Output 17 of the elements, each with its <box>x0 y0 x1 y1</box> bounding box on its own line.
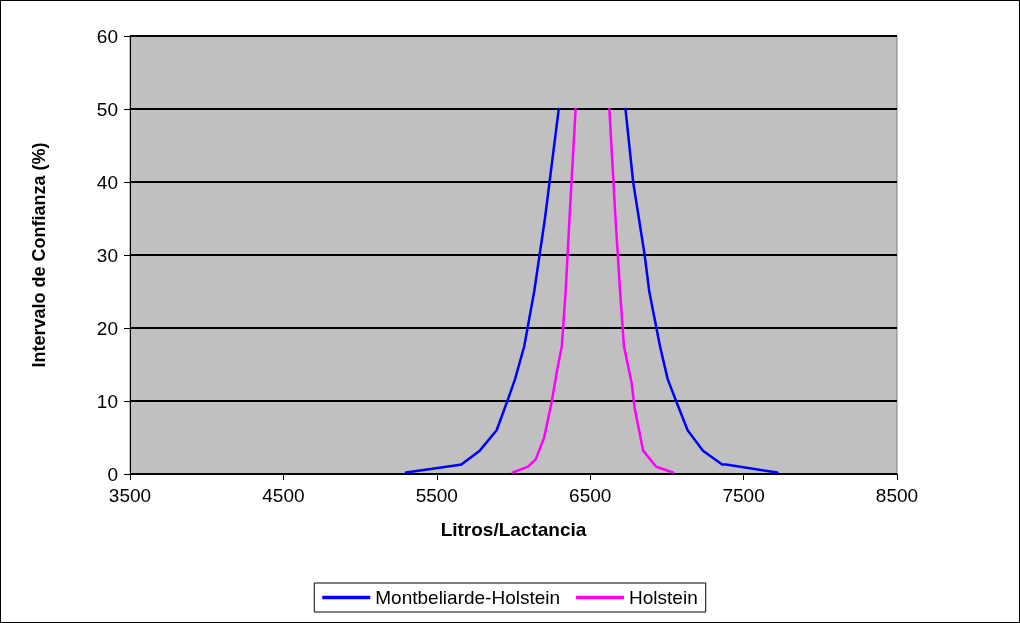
y-tick-label: 50 <box>96 98 118 120</box>
legend-label: Holstein <box>629 587 698 608</box>
y-tick-label: 10 <box>96 390 118 412</box>
x-tick-label: 5500 <box>415 485 458 506</box>
y-tick-label: 40 <box>96 171 118 193</box>
x-tick-label: 4500 <box>262 485 305 506</box>
y-tick-label: 20 <box>96 317 118 339</box>
legend-label: Montbeliarde-Holstein <box>375 587 561 608</box>
x-tick-label: 6500 <box>569 485 612 506</box>
y-tick-label: 60 <box>96 25 118 47</box>
y-tick-label: 0 <box>107 463 118 485</box>
x-axis-title: Litros/Lactancia <box>440 519 587 540</box>
x-tick-label: 8500 <box>875 485 919 506</box>
x-tick-label: 7500 <box>722 485 765 506</box>
x-tick-label: 3500 <box>108 485 152 506</box>
y-axis-title: Intervalo de Confianza (%) <box>29 142 49 368</box>
y-tick-label: 30 <box>96 244 118 266</box>
